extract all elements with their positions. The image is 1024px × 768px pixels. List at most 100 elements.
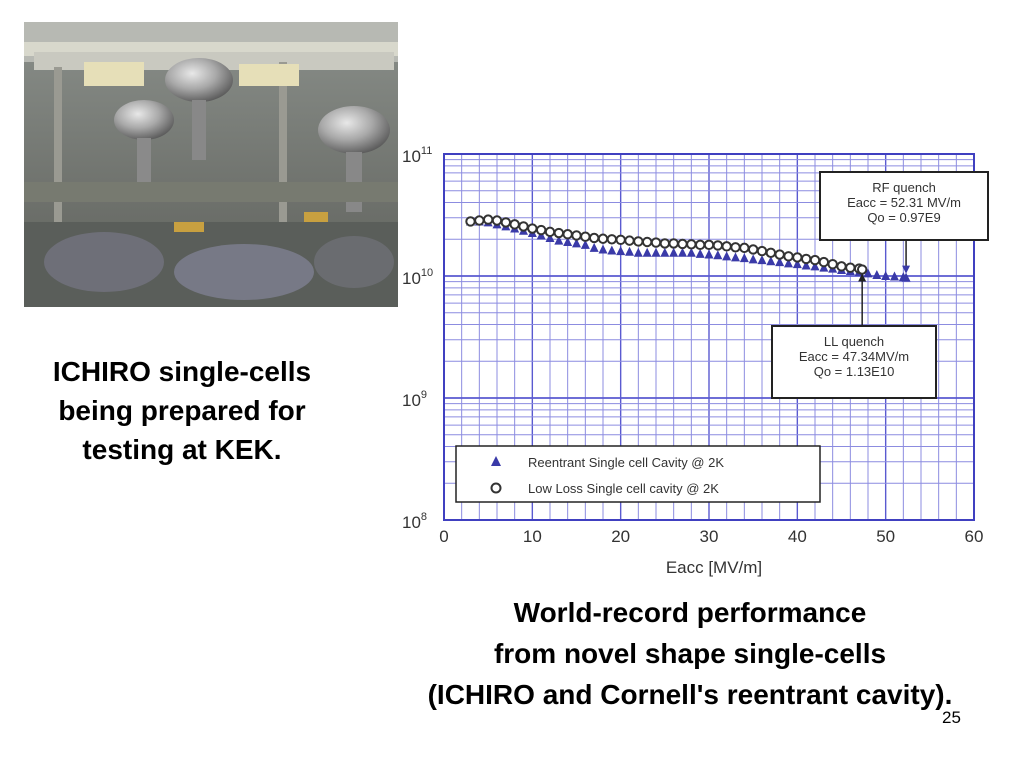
chart-caption-line: (ICHIRO and Cornell's reentrant cavity).: [427, 679, 953, 710]
data-point-reentrant: [642, 247, 652, 257]
annotation-text: RF quench: [872, 180, 936, 195]
data-point-reentrant: [863, 268, 873, 278]
data-point-lowloss: [756, 245, 768, 257]
data-point-reentrant: [881, 271, 891, 280]
data-point-lowloss: [535, 224, 547, 236]
data-point-lowloss: [527, 223, 538, 234]
chart-frame: [443, 153, 975, 521]
annotation-text: LL quench: [824, 334, 884, 349]
data-point-lowloss: [615, 234, 626, 246]
data-point-lowloss: [836, 261, 847, 272]
data-point-lowloss: [544, 226, 556, 238]
data-point-reentrant: [651, 247, 661, 257]
legend-label: Reentrant Single cell Cavity @ 2K: [528, 455, 724, 470]
data-point-reentrant: [810, 261, 820, 271]
data-point-reentrant: [580, 239, 590, 249]
data-point-reentrant: [633, 247, 643, 257]
data-point-lowloss: [553, 227, 565, 239]
data-point-lowloss: [562, 229, 573, 240]
data-point-lowloss: [774, 249, 785, 260]
data-point-lowloss: [641, 236, 653, 248]
data-point-lowloss: [845, 262, 856, 273]
chart-caption: World-record performance from novel shap…: [360, 592, 1020, 715]
legend: Reentrant Single cell Cavity @ 2K Low Los…: [455, 445, 821, 503]
chart-caption-line: from novel shape single-cells: [493, 638, 887, 669]
data-point-lowloss: [739, 242, 750, 254]
data-point-reentrant: [625, 246, 634, 256]
legend-box: [455, 445, 821, 503]
data-point-lowloss: [783, 251, 794, 262]
data-point-reentrant: [669, 247, 679, 257]
data-point-reentrant: [563, 236, 573, 246]
data-point-lowloss: [730, 242, 741, 253]
data-point-reentrant: [766, 256, 776, 266]
data-point-lowloss: [765, 247, 777, 258]
data-point-lowloss: [703, 239, 715, 251]
data-point-lowloss: [659, 238, 671, 249]
data-point-lowloss: [482, 214, 494, 225]
x-tick-label: 50: [876, 527, 895, 546]
data-point-reentrant: [784, 258, 793, 268]
annotation-arrowhead: [858, 273, 867, 282]
y-tick-label: 1010: [402, 267, 433, 288]
data-point-lowloss: [694, 239, 706, 251]
annotation-text: Qo = 0.97E9: [867, 210, 940, 225]
data-point-reentrant: [731, 252, 740, 262]
data-point-lowloss: [721, 241, 732, 252]
x-tick-label: 20: [611, 527, 630, 546]
data-point-lowloss: [518, 221, 529, 232]
y-tick-labels: 108 109 1010 1011: [402, 145, 433, 532]
cavity-photo: [24, 22, 398, 307]
data-point-lowloss: [571, 230, 582, 241]
data-point-reentrant: [739, 253, 749, 263]
data-point-lowloss: [500, 217, 512, 228]
x-tick-label: 30: [700, 527, 719, 546]
data-point-lowloss: [818, 256, 830, 268]
x-tick-label: 0: [439, 527, 448, 546]
data-point-reentrant: [695, 248, 705, 258]
data-point-reentrant: [792, 259, 802, 269]
legend-marker-triangle: [491, 456, 501, 466]
data-point-lowloss: [597, 233, 609, 244]
data-point-lowloss: [580, 231, 591, 242]
data-point-lowloss: [686, 239, 697, 250]
data-point-reentrant: [722, 251, 732, 261]
annotation-text: Qo = 1.13E10: [814, 364, 895, 379]
data-point-lowloss: [668, 238, 679, 249]
annotation-box: [819, 171, 989, 241]
photo-caption-line: testing at KEK.: [82, 434, 282, 465]
annotation-text: Eacc = 47.34MV/m: [799, 349, 909, 364]
x-tick-label: 10: [523, 527, 542, 546]
data-point-reentrant: [890, 271, 899, 281]
data-point-reentrant: [801, 260, 811, 270]
data-point-lowloss: [509, 219, 520, 230]
annotation-box: [771, 325, 937, 399]
y-tick-label: 108: [402, 511, 427, 532]
photo-caption-line: ICHIRO single-cells: [52, 356, 312, 387]
data-point-reentrant: [598, 244, 608, 254]
data-point-lowloss: [474, 215, 485, 226]
data-point-reentrant: [713, 250, 723, 260]
x-tick-labels: 0 10 20 30 40 50 60: [439, 527, 983, 546]
data-point-reentrant: [678, 247, 687, 257]
data-point-lowloss: [856, 264, 868, 275]
plot-border: [443, 153, 975, 521]
page-number: 25: [942, 708, 961, 727]
data-point-reentrant: [901, 272, 911, 282]
data-point-reentrant: [748, 254, 758, 264]
data-point-lowloss: [747, 244, 759, 255]
data-point-lowloss: [809, 254, 821, 266]
series-layer: [465, 214, 911, 282]
data-point-reentrant: [572, 238, 581, 248]
annotation-arrowhead: [902, 265, 911, 274]
data-point-lowloss: [792, 252, 803, 263]
y-tick-label: 1011: [402, 145, 432, 166]
data-point-reentrant: [704, 249, 714, 259]
series-2: [465, 214, 868, 275]
data-point-lowloss: [633, 236, 644, 247]
data-point-reentrant: [757, 255, 767, 265]
photo-illustration: [24, 22, 398, 307]
y-tick-label: 109: [402, 389, 427, 410]
